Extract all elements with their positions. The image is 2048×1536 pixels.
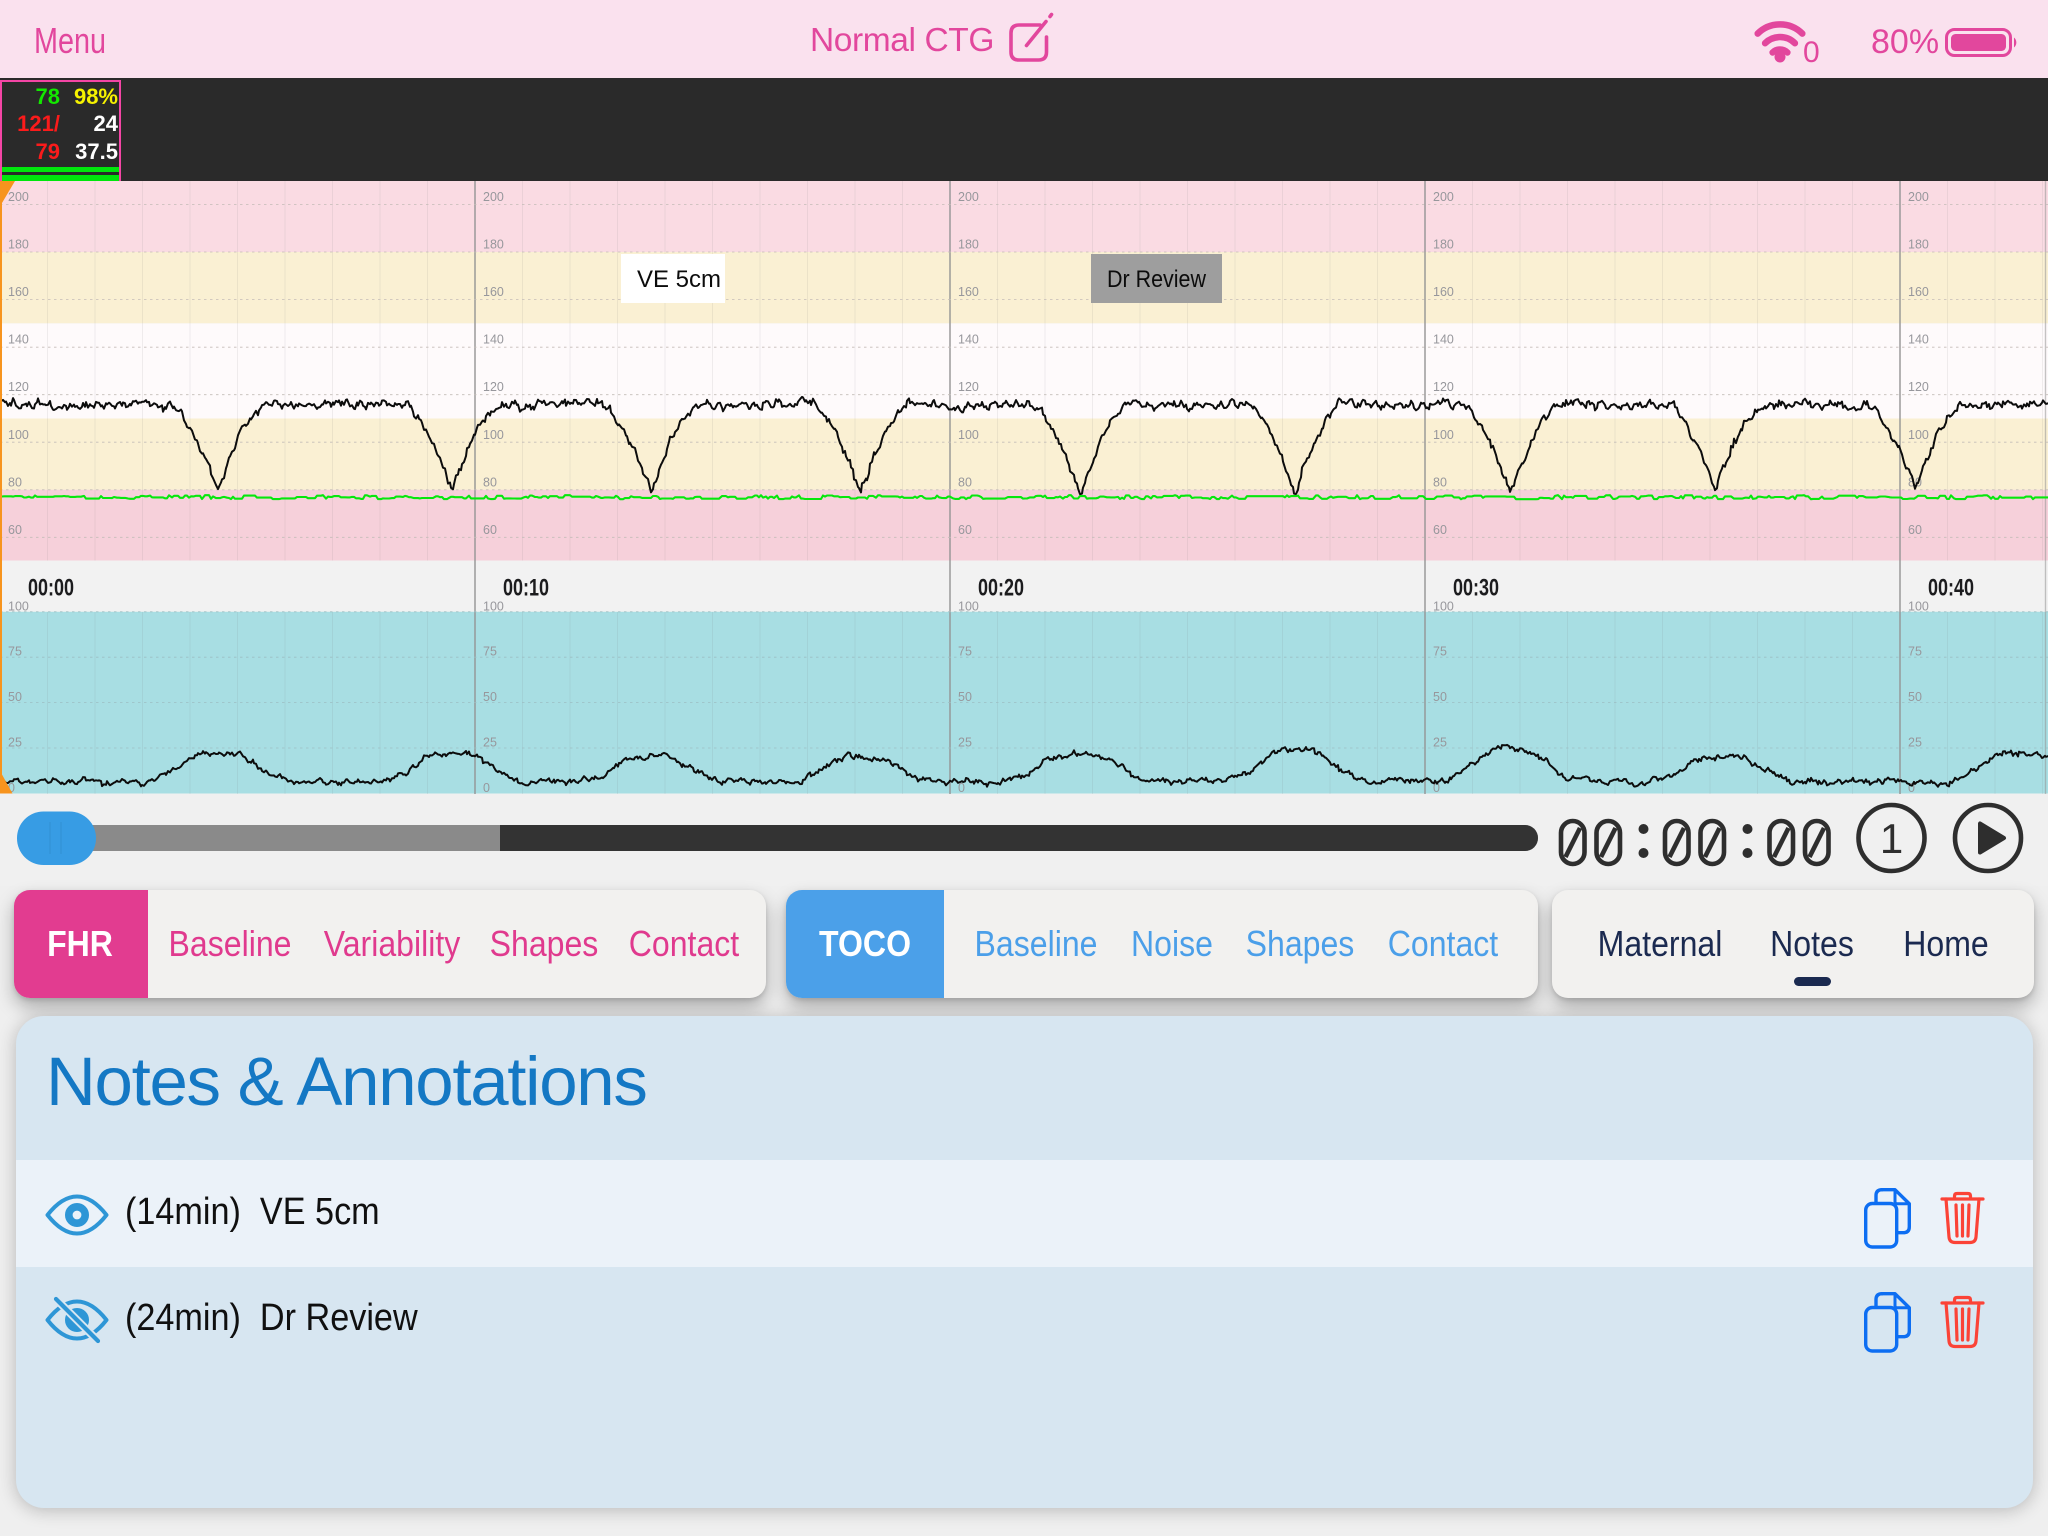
- svg-text:180: 180: [1433, 238, 1454, 252]
- svg-text:50: 50: [958, 690, 972, 704]
- svg-text:200: 200: [483, 190, 504, 204]
- svg-text:200: 200: [1433, 190, 1454, 204]
- svg-text:100: 100: [1433, 428, 1454, 442]
- svg-text:180: 180: [958, 238, 979, 252]
- svg-text:120: 120: [1908, 380, 1929, 394]
- svg-text:25: 25: [1908, 736, 1922, 750]
- svg-text:120: 120: [1433, 380, 1454, 394]
- svg-text:0: 0: [1908, 781, 1915, 794]
- svg-text:0: 0: [958, 781, 965, 794]
- svg-text:100: 100: [483, 599, 504, 613]
- svg-text:75: 75: [1908, 645, 1922, 659]
- svg-text:25: 25: [483, 736, 497, 750]
- svg-text:00:00: 00:00: [28, 575, 74, 602]
- svg-text:00:20: 00:20: [978, 575, 1024, 602]
- svg-text:80: 80: [483, 475, 497, 489]
- svg-text:0: 0: [1433, 781, 1440, 794]
- svg-text:120: 120: [483, 380, 504, 394]
- svg-text:160: 160: [958, 285, 979, 299]
- svg-text:75: 75: [1433, 645, 1447, 659]
- svg-text:120: 120: [958, 380, 979, 394]
- svg-text:100: 100: [1433, 599, 1454, 613]
- svg-text:180: 180: [1908, 238, 1929, 252]
- svg-text:160: 160: [1908, 285, 1929, 299]
- svg-text:25: 25: [1433, 736, 1447, 750]
- svg-text:0: 0: [483, 781, 490, 794]
- svg-text:100: 100: [8, 428, 29, 442]
- svg-text:60: 60: [483, 523, 497, 537]
- svg-text:80: 80: [958, 475, 972, 489]
- svg-text:140: 140: [1433, 333, 1454, 347]
- svg-text:100: 100: [1908, 428, 1929, 442]
- svg-text:200: 200: [8, 190, 29, 204]
- svg-text:100: 100: [483, 428, 504, 442]
- svg-text:60: 60: [1908, 523, 1922, 537]
- svg-text:80%: 80%: [1871, 23, 1939, 61]
- svg-text:140: 140: [958, 333, 979, 347]
- svg-text:160: 160: [483, 285, 504, 299]
- svg-text:60: 60: [1433, 523, 1447, 537]
- svg-text:120: 120: [8, 380, 29, 394]
- svg-text:VE 5cm: VE 5cm: [637, 266, 721, 293]
- svg-text:75: 75: [8, 645, 22, 659]
- svg-text:100: 100: [8, 599, 29, 613]
- svg-text:75: 75: [483, 645, 497, 659]
- svg-text:00:10: 00:10: [503, 575, 549, 602]
- svg-text:00:40: 00:40: [1928, 575, 1974, 602]
- svg-text:60: 60: [958, 523, 972, 537]
- svg-text:25: 25: [958, 736, 972, 750]
- svg-text:80: 80: [8, 475, 22, 489]
- svg-text:60: 60: [8, 523, 22, 537]
- svg-text:75: 75: [958, 645, 972, 659]
- svg-text:160: 160: [8, 285, 29, 299]
- svg-text:0: 0: [8, 781, 15, 794]
- svg-text:140: 140: [8, 333, 29, 347]
- svg-text:200: 200: [958, 190, 979, 204]
- svg-text:00:30: 00:30: [1453, 575, 1499, 602]
- svg-text:50: 50: [8, 690, 22, 704]
- svg-text:25: 25: [8, 736, 22, 750]
- svg-text:140: 140: [483, 333, 504, 347]
- svg-text:180: 180: [483, 238, 504, 252]
- svg-text:0: 0: [1803, 36, 1820, 69]
- svg-text:100: 100: [958, 428, 979, 442]
- svg-text:50: 50: [1908, 690, 1922, 704]
- svg-text:Dr Review: Dr Review: [1107, 266, 1207, 293]
- svg-text:100: 100: [958, 599, 979, 613]
- svg-text:200: 200: [1908, 190, 1929, 204]
- svg-text:180: 180: [8, 238, 29, 252]
- svg-text:1: 1: [1880, 815, 1903, 862]
- svg-text:50: 50: [483, 690, 497, 704]
- svg-text:100: 100: [1908, 599, 1929, 613]
- svg-text:160: 160: [1433, 285, 1454, 299]
- svg-text:50: 50: [1433, 690, 1447, 704]
- svg-text:80: 80: [1433, 475, 1447, 489]
- svg-text:140: 140: [1908, 333, 1929, 347]
